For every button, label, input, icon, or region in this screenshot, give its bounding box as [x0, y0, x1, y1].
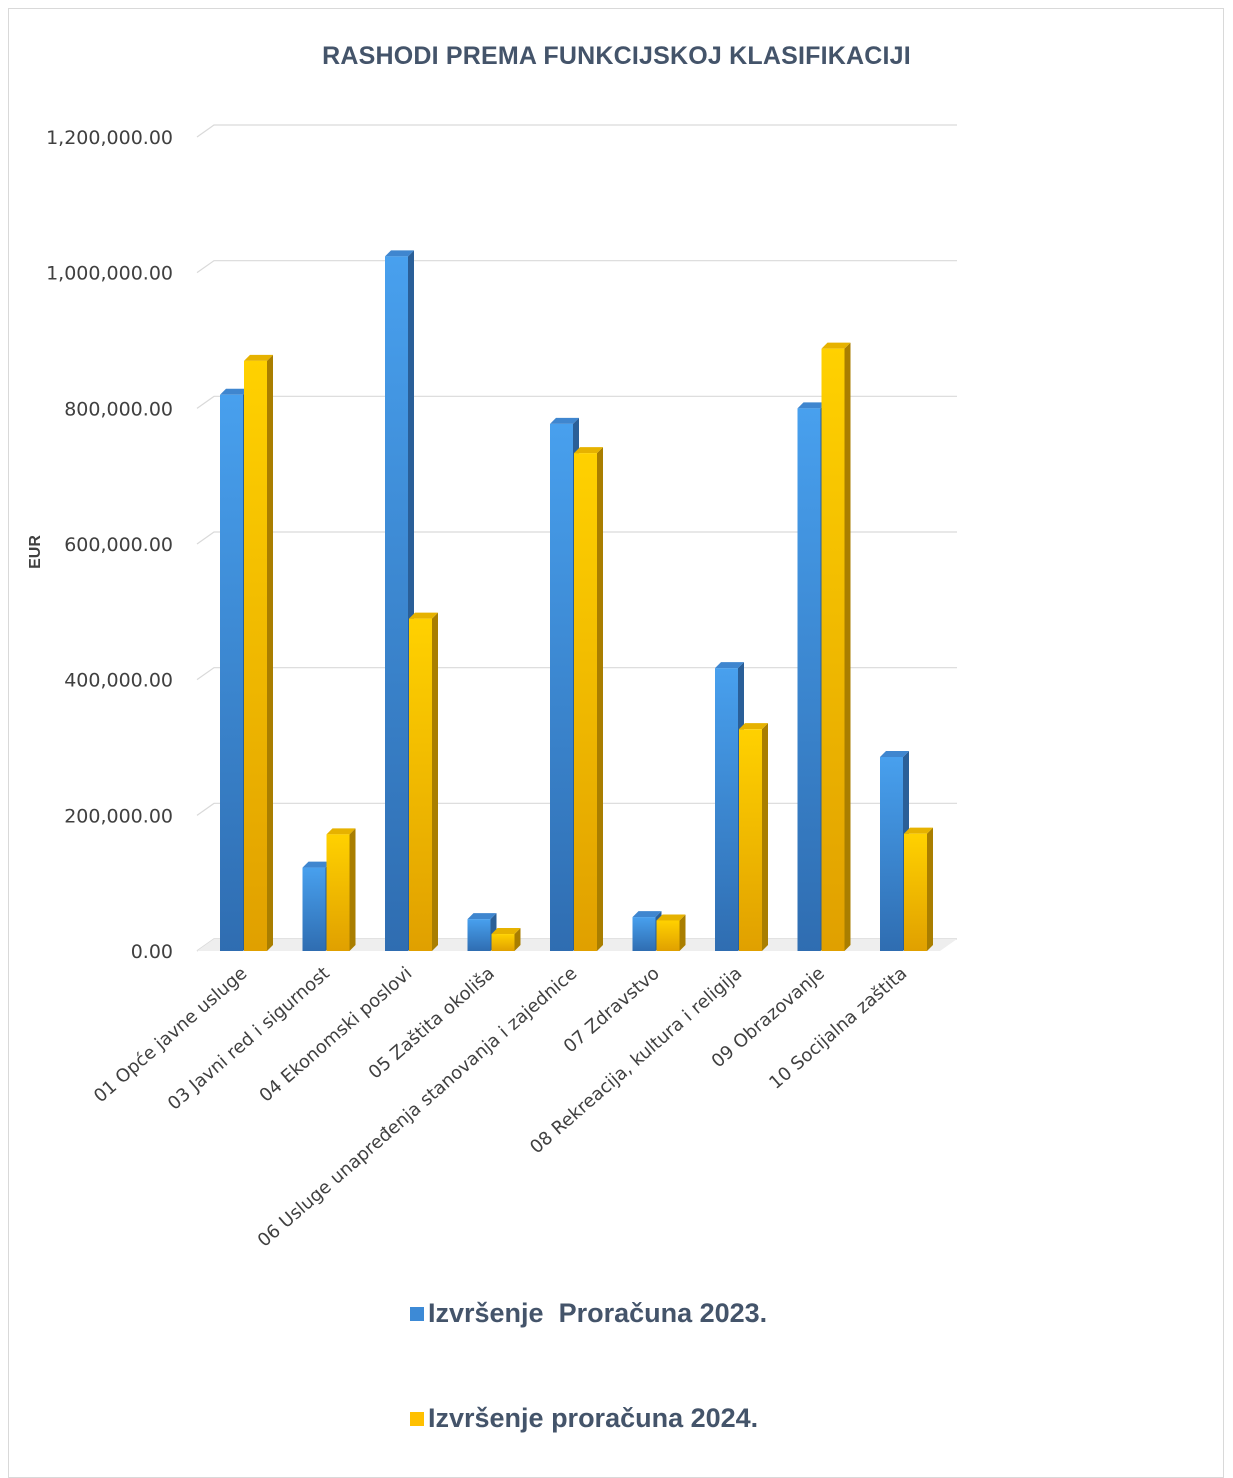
bar-2024	[244, 354, 273, 952]
bar-top	[715, 662, 744, 669]
gridline	[196, 802, 957, 816]
bar-side	[762, 723, 768, 951]
x-tick-label: 04 Ekonomski poslovi	[256, 963, 417, 1107]
bar-top	[880, 750, 909, 757]
bar-side	[679, 914, 686, 951]
bar-front	[409, 618, 432, 951]
bar-side	[267, 354, 273, 952]
y-tick-label: 1,000,000.00	[46, 263, 173, 285]
bar-2024	[574, 447, 603, 951]
chart-frame	[8, 8, 1224, 1478]
bar-top	[409, 612, 438, 619]
x-tick-label: 01 Opće javne usluge	[90, 963, 251, 1107]
bar-side	[514, 928, 521, 951]
y-tick-label: 1,200,000.00	[46, 127, 173, 149]
x-tick-label: 03 Javni red i sigurnost	[164, 963, 334, 1115]
chart-title: RASHODI PREMA FUNKCIJSKOJ KLASIFIKACIJI	[322, 42, 911, 70]
bar-2024	[491, 928, 521, 951]
bar-2024	[409, 612, 438, 951]
bar-front	[244, 360, 267, 952]
y-tick-label: 800,000.00	[64, 398, 173, 420]
bar-front	[656, 920, 680, 951]
bar-top	[739, 723, 768, 730]
bar-front	[632, 917, 656, 951]
gridline	[196, 124, 957, 138]
bar-top	[632, 911, 662, 918]
bar-side	[349, 828, 356, 951]
bar-top	[244, 354, 273, 361]
bar-front	[904, 833, 927, 951]
x-tick-label: 10 Socijalna zaštita	[765, 963, 911, 1094]
legend-label-2024: Izvršenje proračuna 2024.	[428, 1403, 759, 1433]
y-tick-label: 0.00	[131, 941, 173, 963]
bar-front	[220, 394, 243, 951]
bar-side	[927, 827, 933, 951]
bar-top	[550, 417, 579, 424]
bar-front	[385, 256, 408, 951]
x-tick-label: 06 Usluge unapređenja stanovanja i zajed…	[254, 963, 581, 1252]
y-tick-label: 400,000.00	[64, 670, 173, 692]
bar-top	[302, 861, 332, 868]
bar-2024	[904, 827, 933, 951]
bar-front	[550, 423, 573, 951]
bar-top	[385, 250, 414, 257]
bar-2024	[656, 914, 686, 951]
bar-top	[326, 828, 356, 835]
bar-front	[797, 408, 821, 951]
bar-side	[432, 612, 438, 951]
bar-2023	[467, 913, 497, 951]
bar-2024	[739, 723, 768, 951]
bar-front	[821, 348, 845, 951]
bar-2024	[326, 828, 356, 951]
bar-top	[797, 402, 827, 409]
bar-top	[904, 827, 933, 834]
gridline	[196, 531, 957, 545]
legend-item-2023: Izvršenje Proračuna 2023.	[410, 1298, 767, 1329]
bar-front	[491, 934, 515, 951]
legend-label-2023: Izvršenje Proračuna 2023.	[428, 1298, 768, 1328]
bar-front	[302, 867, 326, 951]
bar-front	[880, 756, 903, 951]
bar-side	[597, 447, 603, 951]
legend-swatch-2024	[410, 1411, 424, 1426]
y-tick-label: 200,000.00	[64, 805, 173, 827]
bar-side	[844, 342, 851, 951]
bar-front	[739, 729, 762, 951]
bar-front	[467, 919, 491, 951]
bar-top	[821, 342, 851, 349]
gridline	[196, 395, 957, 409]
bar-top	[220, 388, 249, 395]
bar-top	[491, 928, 521, 935]
legend-swatch-2023	[410, 1306, 424, 1321]
bar-front	[574, 453, 597, 951]
y-tick-label: 600,000.00	[64, 534, 173, 556]
bar-2024	[821, 342, 851, 951]
bar-top	[467, 913, 497, 920]
gridline	[196, 260, 957, 274]
bar-top	[656, 914, 686, 921]
bar-top	[574, 447, 603, 454]
legend-item-2024: Izvršenje proračuna 2024.	[410, 1403, 758, 1434]
bar-front	[715, 668, 738, 951]
y-axis-label: EUR	[27, 535, 44, 569]
gridline	[196, 667, 957, 681]
bar-front	[326, 834, 350, 951]
